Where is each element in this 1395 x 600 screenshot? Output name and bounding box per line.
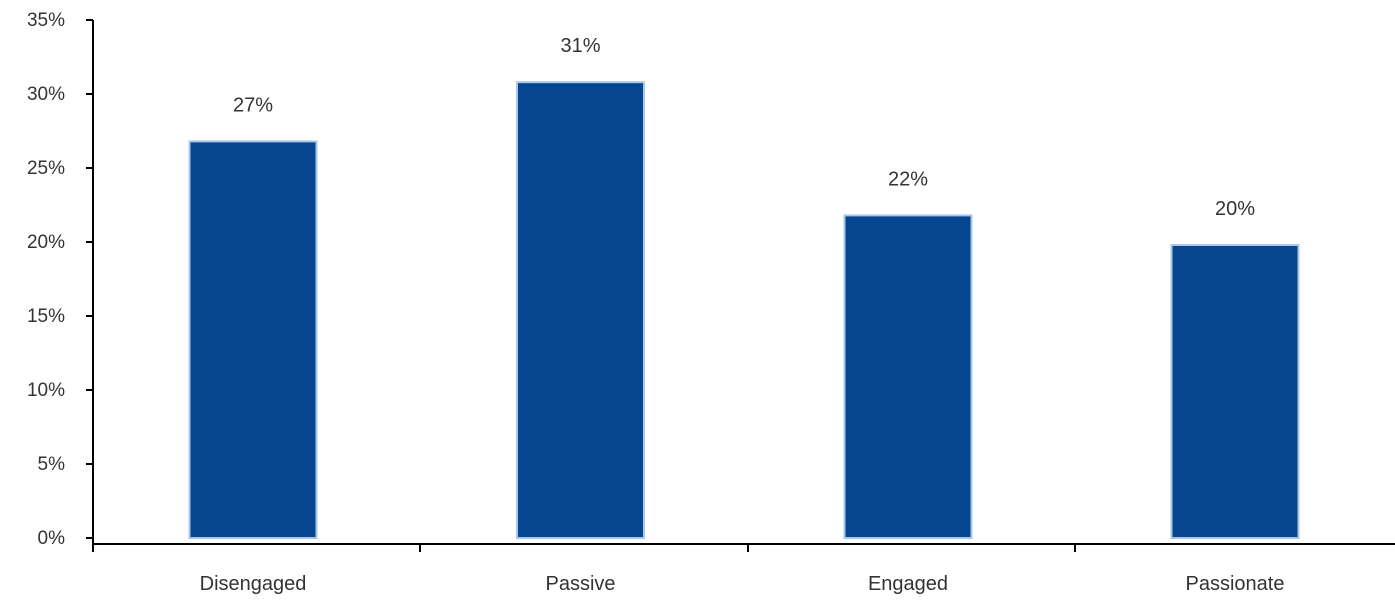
x-tick-label: Disengaged [200,573,307,595]
data-label: 27% [233,94,273,116]
y-tick-label: 20% [27,232,65,253]
y-tick-label: 15% [27,306,65,327]
y-tick-label: 35% [27,10,65,31]
bar-passionate [1170,244,1300,539]
data-label: 22% [888,168,928,190]
x-tick-label: Passive [545,573,615,595]
y-tick-label: 0% [38,528,66,549]
x-tick-label: Engaged [868,573,948,595]
data-label: 31% [560,35,600,57]
bar-passive [516,81,645,539]
bar-disengaged [188,140,318,539]
y-tick-label: 30% [27,84,65,105]
y-tick-label: 25% [27,158,65,179]
x-tick-label: Passionate [1186,573,1285,595]
data-label: 20% [1215,198,1255,220]
y-tick-label: 5% [38,454,66,475]
y-tick-label: 10% [27,380,65,401]
bar-engaged [843,214,973,539]
